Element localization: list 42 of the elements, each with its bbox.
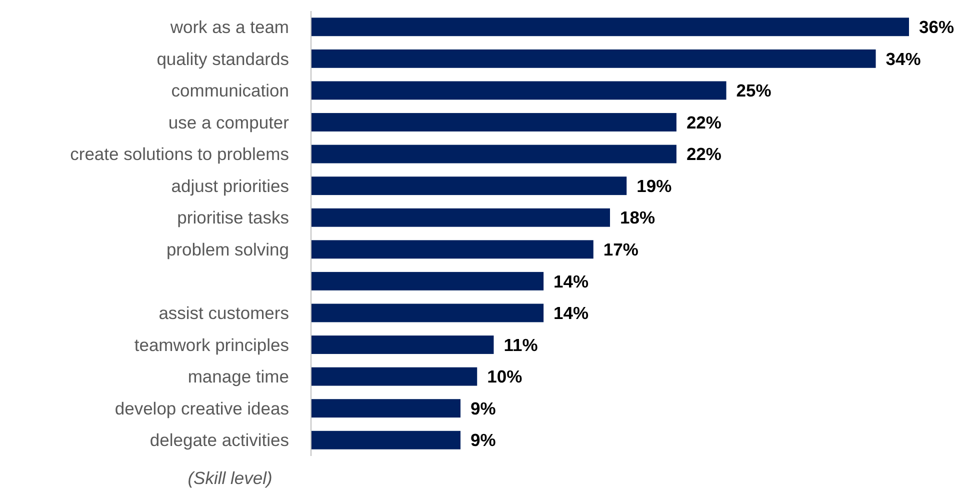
data-label: 17% xyxy=(603,240,639,260)
bar xyxy=(311,367,478,386)
y-tick-label: problem solving xyxy=(166,240,289,260)
data-label: 36% xyxy=(919,17,954,38)
data-label: 14% xyxy=(554,271,590,292)
bar xyxy=(311,336,494,354)
data-label: 22% xyxy=(686,112,722,132)
data-label: 9% xyxy=(470,398,496,418)
y-tick-label: work as a team xyxy=(169,17,289,38)
data-label: 25% xyxy=(736,80,772,101)
data-label: 11% xyxy=(504,334,538,355)
bar xyxy=(311,144,676,164)
bar xyxy=(311,240,594,259)
y-tick-label: prioritise tasks xyxy=(177,208,290,228)
y-tick-label: assist customers xyxy=(158,303,290,324)
y-tick-label: create solutions to problems xyxy=(70,144,290,164)
data-label: 18% xyxy=(620,208,656,228)
y-tick-label: develop creative ideas xyxy=(114,398,290,418)
data-label: 14% xyxy=(554,303,590,324)
y-tick-label: use a computer xyxy=(168,112,290,132)
y-axis-title: (Skill level) xyxy=(188,468,272,488)
y-tick-label: delegate activities xyxy=(150,430,290,450)
y-tick-label: manage time xyxy=(188,366,289,387)
data-label: 19% xyxy=(636,176,672,196)
data-label: 34% xyxy=(886,48,922,69)
bar xyxy=(311,272,544,290)
bar xyxy=(311,399,460,418)
bar xyxy=(311,430,460,450)
bar xyxy=(311,176,627,196)
bar xyxy=(311,81,726,100)
data-label: 22% xyxy=(686,144,722,164)
y-tick-label: quality standards xyxy=(156,48,290,69)
y-tick-label: adjust priorities xyxy=(171,176,290,196)
y-tick-label: teamwork principles xyxy=(134,334,290,355)
y-tick-label: communication xyxy=(171,80,289,101)
bar xyxy=(311,49,876,68)
data-label: 9% xyxy=(470,430,496,450)
bar xyxy=(311,113,676,132)
data-label: 10% xyxy=(487,366,523,387)
bar xyxy=(311,304,544,322)
bar xyxy=(311,208,610,227)
bar xyxy=(311,18,909,36)
